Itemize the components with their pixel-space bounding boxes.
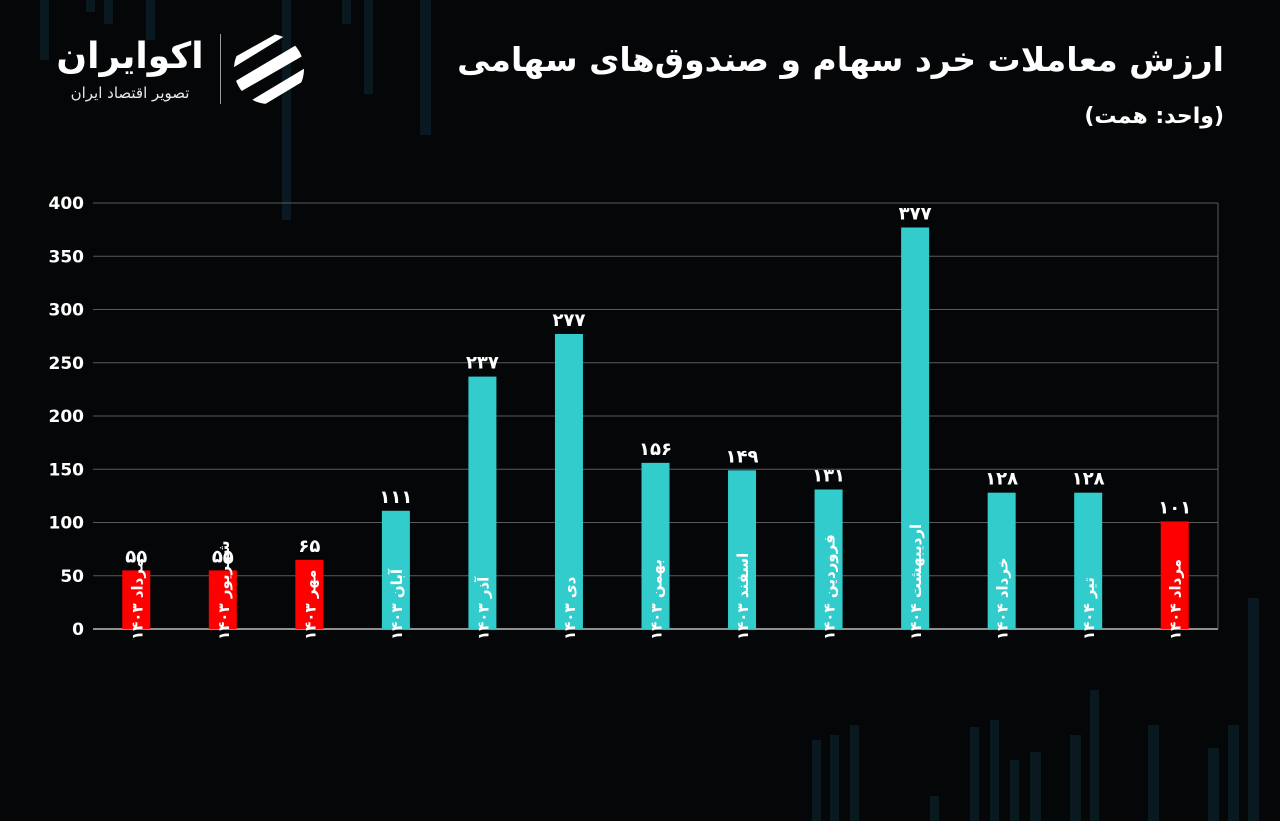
y-tick-label: 150 — [49, 460, 85, 480]
bar — [814, 489, 843, 629]
chart-title: ارزش معاملات خرد سهام و صندوق‌های سهامی — [457, 40, 1224, 79]
data-label: ۲۳۷ — [466, 353, 499, 374]
data-label: ۵۵ — [125, 546, 147, 567]
y-tick-label: 400 — [49, 194, 85, 214]
data-label: ۶۵ — [298, 536, 320, 557]
y-tick-label: 350 — [49, 247, 85, 267]
chart-subtitle: (واحد: همت) — [1084, 104, 1224, 129]
x-tick-label: دی ۱۴۰۳ — [561, 576, 579, 640]
data-label: ۱۱۱ — [379, 487, 412, 508]
y-tick-label: 300 — [49, 301, 85, 321]
x-tick-label: بهمن ۱۴۰۳ — [648, 559, 666, 640]
data-label: ۲۷۷ — [552, 310, 585, 331]
x-tick-label: مهر ۱۴۰۳ — [301, 570, 319, 640]
x-tick-label: فروردین ۱۴۰۴ — [821, 534, 839, 640]
bar — [1160, 521, 1189, 629]
bar — [641, 462, 670, 629]
y-tick-label: 0 — [72, 620, 84, 640]
x-tick-label: مرداد ۱۴۰۳ — [128, 559, 146, 640]
data-label: ۵۵ — [212, 546, 234, 567]
bar — [554, 333, 583, 629]
x-tick-label: آذر ۱۴۰۳ — [474, 576, 492, 640]
bar — [901, 227, 930, 629]
bar — [728, 470, 757, 629]
x-tick-label: شهریور ۱۴۰۳ — [215, 540, 233, 640]
data-label: ۱۲۸ — [1072, 469, 1105, 490]
brand-divider — [220, 34, 221, 104]
y-tick-label: 200 — [49, 407, 85, 427]
data-label: ۳۷۷ — [899, 203, 932, 224]
data-label: ۱۳۱ — [812, 465, 845, 486]
bar — [295, 559, 324, 629]
x-tick-label: تیر ۱۴۰۴ — [1080, 577, 1098, 640]
bar — [987, 492, 1016, 629]
y-tick-label: 50 — [60, 567, 84, 587]
data-label: ۱۵۶ — [639, 439, 672, 460]
bar — [122, 570, 151, 629]
x-tick-label: مرداد ۱۴۰۴ — [1167, 559, 1185, 640]
x-tick-label: آبان ۱۴۰۳ — [388, 568, 406, 640]
x-tick-label: اسفند ۱۴۰۳ — [734, 553, 752, 640]
y-tick-label: 250 — [49, 354, 85, 374]
bar — [1074, 492, 1103, 629]
brand-name: اکوایران — [56, 36, 204, 77]
brand-tagline: تصویر اقتصاد ایران — [70, 84, 190, 102]
bar — [468, 376, 497, 629]
data-label: ۱۰۱ — [1158, 497, 1191, 518]
x-tick-label: خرداد ۱۴۰۴ — [994, 557, 1012, 640]
data-label: ۱۲۸ — [985, 469, 1018, 490]
bar — [208, 570, 237, 629]
y-tick-label: 100 — [49, 514, 85, 534]
x-tick-label: اردیبهشت ۱۴۰۴ — [907, 524, 925, 640]
stripes-logo-icon — [234, 34, 304, 104]
data-label: ۱۴۹ — [726, 446, 759, 467]
brand-block: اکوایران تصویر اقتصاد ایران — [50, 34, 310, 110]
bar — [381, 510, 410, 629]
